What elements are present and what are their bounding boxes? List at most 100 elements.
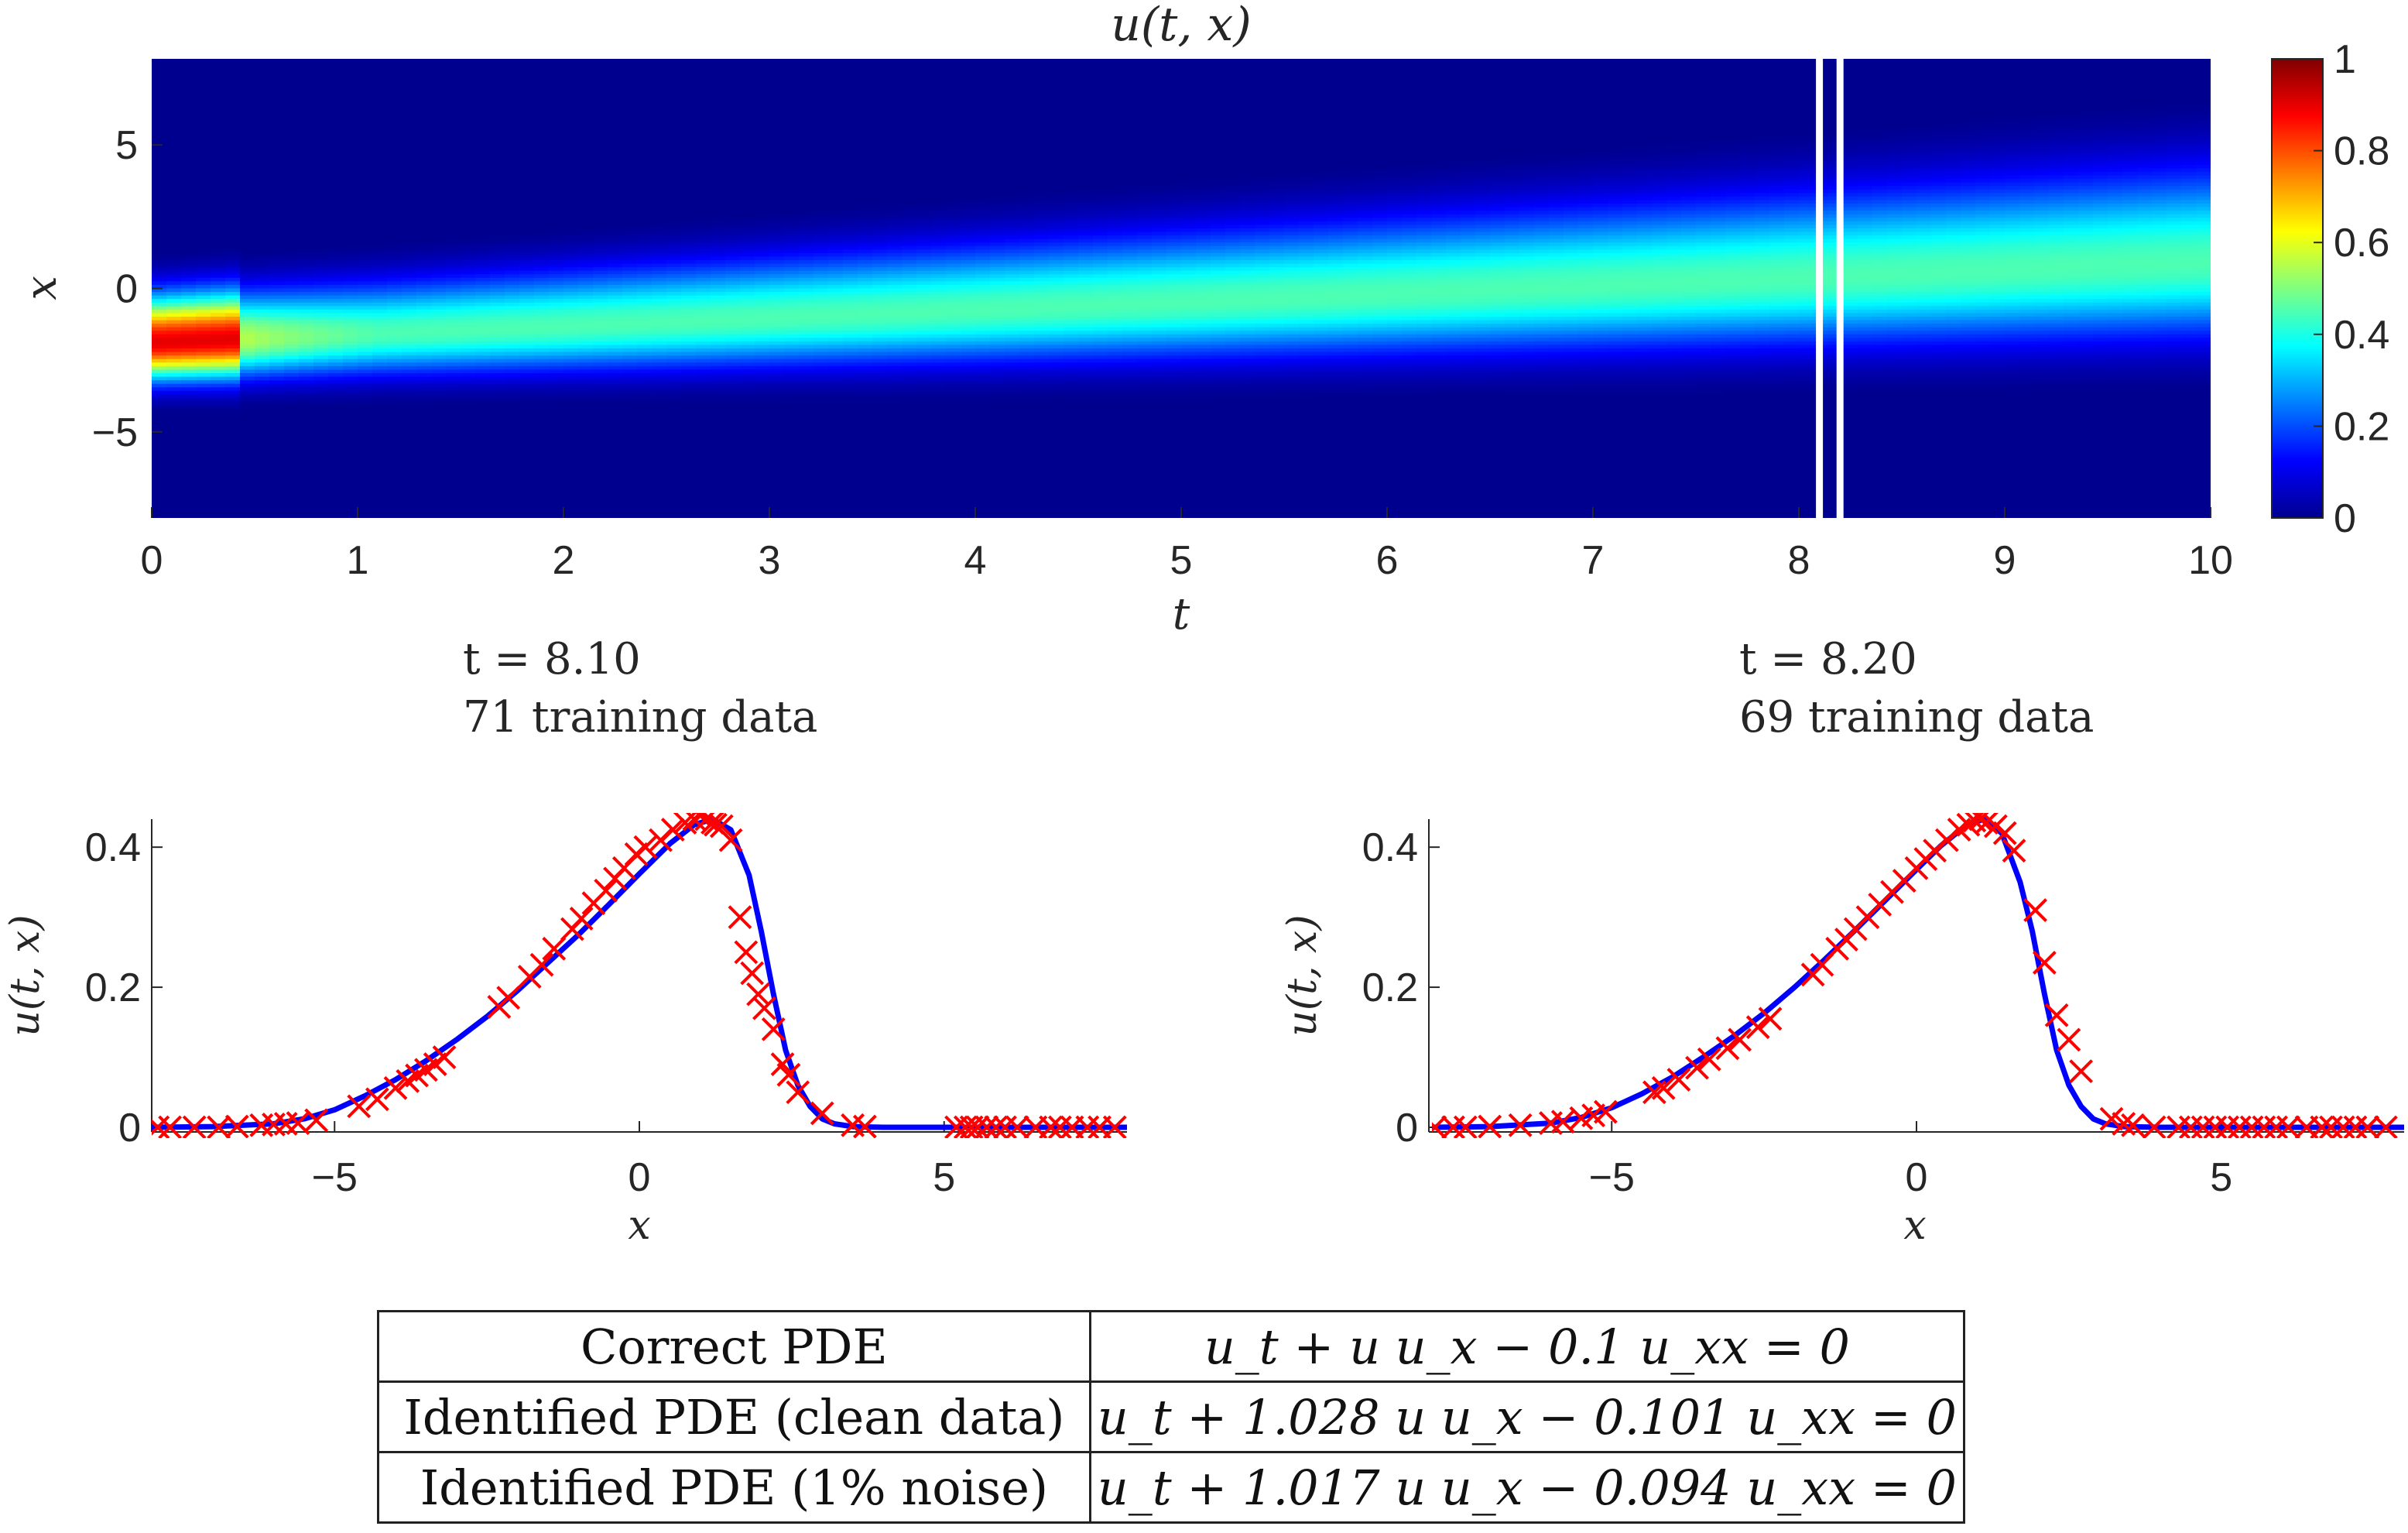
- heatmap-cell: [519, 281, 535, 286]
- heatmap-cell: [534, 249, 550, 254]
- heatmap-cell: [622, 260, 638, 265]
- heatmap-cell: [608, 281, 623, 286]
- heatmap-cell: [1122, 380, 1138, 385]
- heatmap-cell: [666, 292, 682, 297]
- heatmap-cell: [1255, 394, 1270, 399]
- heatmap-cell: [637, 331, 653, 335]
- heatmap-cell: [358, 334, 373, 339]
- heatmap-cell: [740, 260, 755, 265]
- heatmap-cell: [475, 341, 491, 346]
- heatmap-cell: [1255, 320, 1270, 324]
- heatmap-cell: [534, 331, 550, 335]
- heatmap-cell: [1299, 221, 1314, 226]
- heatmap-cell: [1402, 334, 1417, 339]
- heatmap-cell: [269, 331, 285, 335]
- heatmap-cell: [1049, 334, 1064, 339]
- heatmap-cell: [1211, 394, 1226, 399]
- heatmap-cell: [1196, 320, 1211, 324]
- heatmap-cell: [166, 252, 182, 258]
- heatmap-cell: [931, 274, 947, 279]
- heatmap-cell: [505, 277, 520, 283]
- heatmap-cell: [622, 369, 638, 374]
- heatmap-cell: [1358, 352, 1373, 356]
- heatmap-cell: [1387, 369, 1403, 374]
- heatmap-cell: [946, 281, 961, 286]
- heatmap-cell: [990, 256, 1005, 261]
- heatmap-cell: [1152, 231, 1167, 236]
- heatmap-cell: [1181, 211, 1197, 215]
- heatmap-cell: [1064, 274, 1079, 279]
- heatmap-cell: [696, 313, 711, 317]
- heatmap-cell: [1137, 214, 1153, 219]
- heatmap-cell: [887, 327, 903, 332]
- heatmap-cell: [946, 331, 961, 335]
- heatmap-cell: [372, 245, 388, 251]
- heatmap-cell: [1269, 204, 1285, 208]
- heatmap-cell: [343, 383, 358, 389]
- heatmap-cell: [1137, 238, 1153, 243]
- heatmap-cell: [1402, 225, 1417, 229]
- heatmap-cell: [1108, 327, 1123, 332]
- heatmap-cell: [666, 327, 682, 332]
- heatmap-cell: [1152, 288, 1167, 293]
- heatmap-cell: [711, 309, 726, 314]
- heatmap-cell: [1446, 196, 1461, 201]
- heatmap-cell: [1019, 306, 1035, 310]
- heatmap-cell: [299, 267, 314, 272]
- heatmap-cell: [416, 390, 432, 396]
- heatmap-cell: [1387, 189, 1403, 194]
- heatmap-cell: [1475, 362, 1491, 367]
- heatmap-cell: [328, 397, 344, 403]
- heatmap-cell: [1225, 274, 1241, 279]
- heatmap-cell: [799, 274, 814, 279]
- heatmap-cell: [1034, 231, 1050, 236]
- heatmap-cell: [284, 252, 300, 258]
- heatmap-cell: [975, 231, 991, 236]
- heatmap-cell: [1166, 235, 1182, 240]
- heatmap-cell: [152, 309, 167, 314]
- heatmap-cell: [1019, 245, 1035, 251]
- heatmap-cell: [1019, 207, 1035, 211]
- heatmap-cell: [1137, 365, 1153, 371]
- heatmap-cell: [240, 313, 255, 317]
- heatmap-cell: [1255, 299, 1270, 304]
- heatmap-cell: [1372, 186, 1388, 190]
- heatmap-cell: [946, 284, 961, 290]
- heatmap-cell: [1034, 345, 1050, 349]
- heatmap-cell: [1211, 320, 1226, 324]
- heatmap-cell: [358, 397, 373, 403]
- heatmap-cell: [725, 238, 741, 243]
- heatmap-cell: [637, 397, 653, 403]
- heatmap-cell: [563, 263, 579, 268]
- heatmap-cell: [1416, 193, 1432, 197]
- heatmap-cell: [1255, 284, 1270, 290]
- heatmap-cell: [1372, 355, 1388, 360]
- heatmap-cell: [1431, 352, 1447, 356]
- heatmap-cell: [446, 358, 461, 364]
- heatmap-cell: [1196, 200, 1211, 204]
- heatmap-cell: [225, 348, 241, 353]
- heatmap-cell: [1446, 249, 1461, 254]
- heatmap-cell: [196, 338, 211, 342]
- heatmap-cell: [490, 345, 505, 349]
- heatmap-cell: [166, 394, 182, 399]
- heatmap-cell: [931, 383, 947, 389]
- heatmap-cell: [1372, 345, 1388, 349]
- heatmap-cell: [1446, 324, 1461, 328]
- heatmap-cell: [358, 345, 373, 349]
- heatmap-cell: [255, 302, 270, 307]
- heatmap-cell: [372, 267, 388, 272]
- heatmap-cell: [622, 252, 638, 258]
- heatmap-cell: [372, 387, 388, 392]
- heatmap-cell: [431, 345, 447, 349]
- heatmap-cell: [1049, 211, 1064, 215]
- heatmap-cell: [505, 299, 520, 304]
- heatmap-cell: [534, 376, 550, 381]
- heatmap-cell: [519, 397, 535, 403]
- heatmap-cell: [1181, 324, 1197, 328]
- heatmap-cell: [1240, 383, 1255, 389]
- heatmap-cell: [313, 252, 329, 258]
- heatmap-cell: [196, 345, 211, 349]
- heatmap-cell: [1475, 324, 1491, 328]
- heatmap-cell: [211, 376, 226, 381]
